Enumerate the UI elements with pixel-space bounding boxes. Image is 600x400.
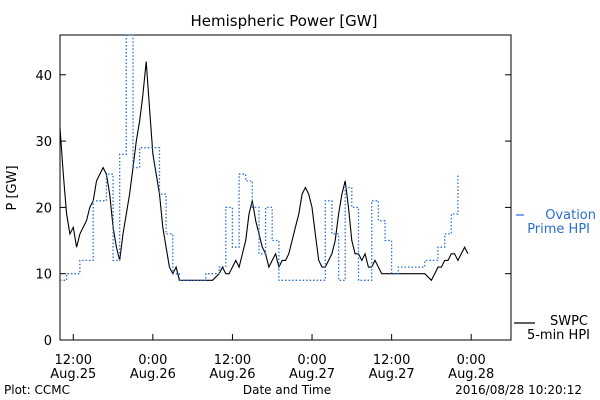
y-tick-label: 10 bbox=[35, 268, 52, 283]
y-tick-label: 0 bbox=[44, 334, 52, 349]
plot-timestamp: 2016/08/28 10:20:12 bbox=[455, 383, 582, 397]
x-axis-label: Date and Time bbox=[243, 383, 331, 397]
x-tick-label-time: 12:00 bbox=[55, 353, 92, 368]
chart-title: Hemispheric Power [GW] bbox=[191, 12, 378, 30]
legend-ovation-label-line1: Ovation bbox=[545, 208, 596, 223]
x-tick-label-date: Aug.27 bbox=[289, 367, 335, 382]
y-tick-label: 40 bbox=[35, 69, 52, 84]
legend-swpc-label-line1: SWPC bbox=[550, 314, 588, 329]
x-tick-label-time: 12:00 bbox=[373, 353, 410, 368]
x-tick-label-time: 0:00 bbox=[297, 353, 326, 368]
y-axis-label: P [GW] bbox=[5, 165, 20, 210]
x-tick-label-time: 12:00 bbox=[214, 353, 251, 368]
legend-swpc-label-line2: 5-min HPI bbox=[527, 328, 590, 343]
x-tick-label-date: Aug.28 bbox=[448, 367, 494, 382]
x-tick-label-date: Aug.26 bbox=[209, 367, 255, 382]
plot-credit: Plot: CCMC bbox=[4, 383, 70, 397]
series-ovation-line bbox=[60, 34, 459, 281]
x-tick-label-date: Aug.25 bbox=[50, 367, 96, 382]
x-tick-label-date: Aug.27 bbox=[369, 367, 415, 382]
y-tick-label: 20 bbox=[35, 201, 52, 216]
plot-frame bbox=[59, 34, 512, 341]
x-tick-label-time: 0:00 bbox=[138, 353, 167, 368]
series-swpc-line bbox=[59, 61, 469, 282]
x-tick-label-time: 0:00 bbox=[457, 353, 486, 368]
legend-ovation-label-line2: Prime HPI bbox=[527, 222, 590, 237]
y-tick-label: 30 bbox=[35, 135, 52, 150]
x-tick-label-date: Aug.26 bbox=[130, 367, 176, 382]
